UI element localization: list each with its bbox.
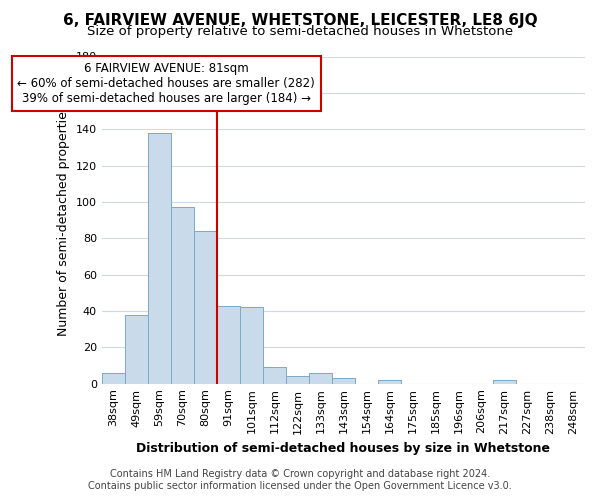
Y-axis label: Number of semi-detached properties: Number of semi-detached properties bbox=[58, 104, 70, 336]
Bar bbox=[148, 133, 171, 384]
Bar bbox=[263, 368, 286, 384]
Bar bbox=[286, 376, 309, 384]
Bar bbox=[493, 380, 516, 384]
Bar bbox=[309, 373, 332, 384]
X-axis label: Distribution of semi-detached houses by size in Whetstone: Distribution of semi-detached houses by … bbox=[136, 442, 550, 455]
Bar bbox=[102, 373, 125, 384]
Bar bbox=[171, 208, 194, 384]
Text: Size of property relative to semi-detached houses in Whetstone: Size of property relative to semi-detach… bbox=[87, 25, 513, 38]
Bar bbox=[125, 314, 148, 384]
Bar bbox=[240, 308, 263, 384]
Bar bbox=[217, 306, 240, 384]
Bar bbox=[194, 231, 217, 384]
Text: 6 FAIRVIEW AVENUE: 81sqm
← 60% of semi-detached houses are smaller (282)
39% of : 6 FAIRVIEW AVENUE: 81sqm ← 60% of semi-d… bbox=[17, 62, 315, 105]
Text: 6, FAIRVIEW AVENUE, WHETSTONE, LEICESTER, LE8 6JQ: 6, FAIRVIEW AVENUE, WHETSTONE, LEICESTER… bbox=[62, 12, 538, 28]
Text: Contains HM Land Registry data © Crown copyright and database right 2024.
Contai: Contains HM Land Registry data © Crown c… bbox=[88, 470, 512, 491]
Bar bbox=[378, 380, 401, 384]
Bar bbox=[332, 378, 355, 384]
